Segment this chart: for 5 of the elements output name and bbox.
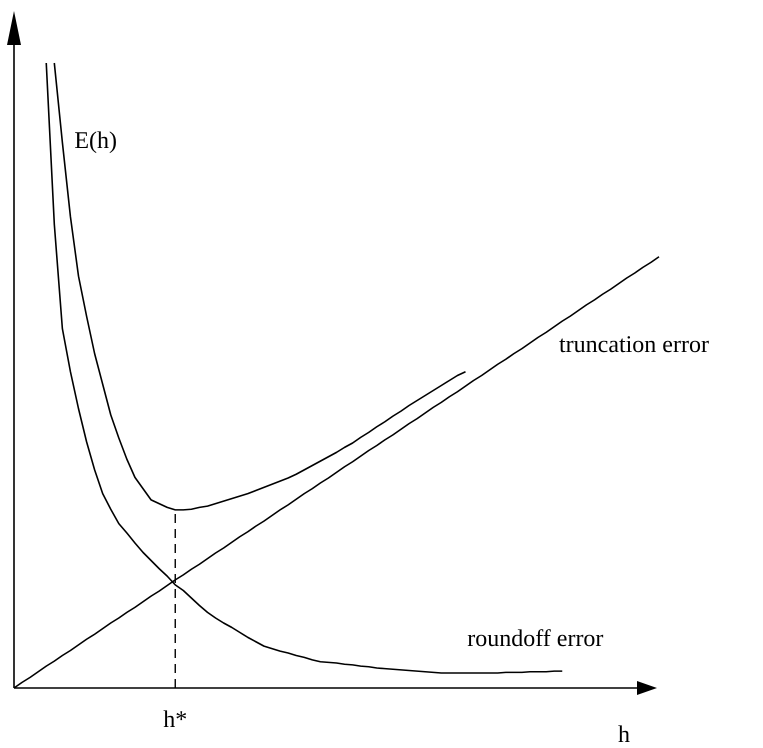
series-label: E(h): [74, 128, 117, 154]
series-label: roundoff error: [467, 626, 604, 652]
x-axis-title: h: [618, 722, 630, 748]
text: h*: [163, 707, 188, 733]
series-label: truncation error: [559, 332, 709, 358]
